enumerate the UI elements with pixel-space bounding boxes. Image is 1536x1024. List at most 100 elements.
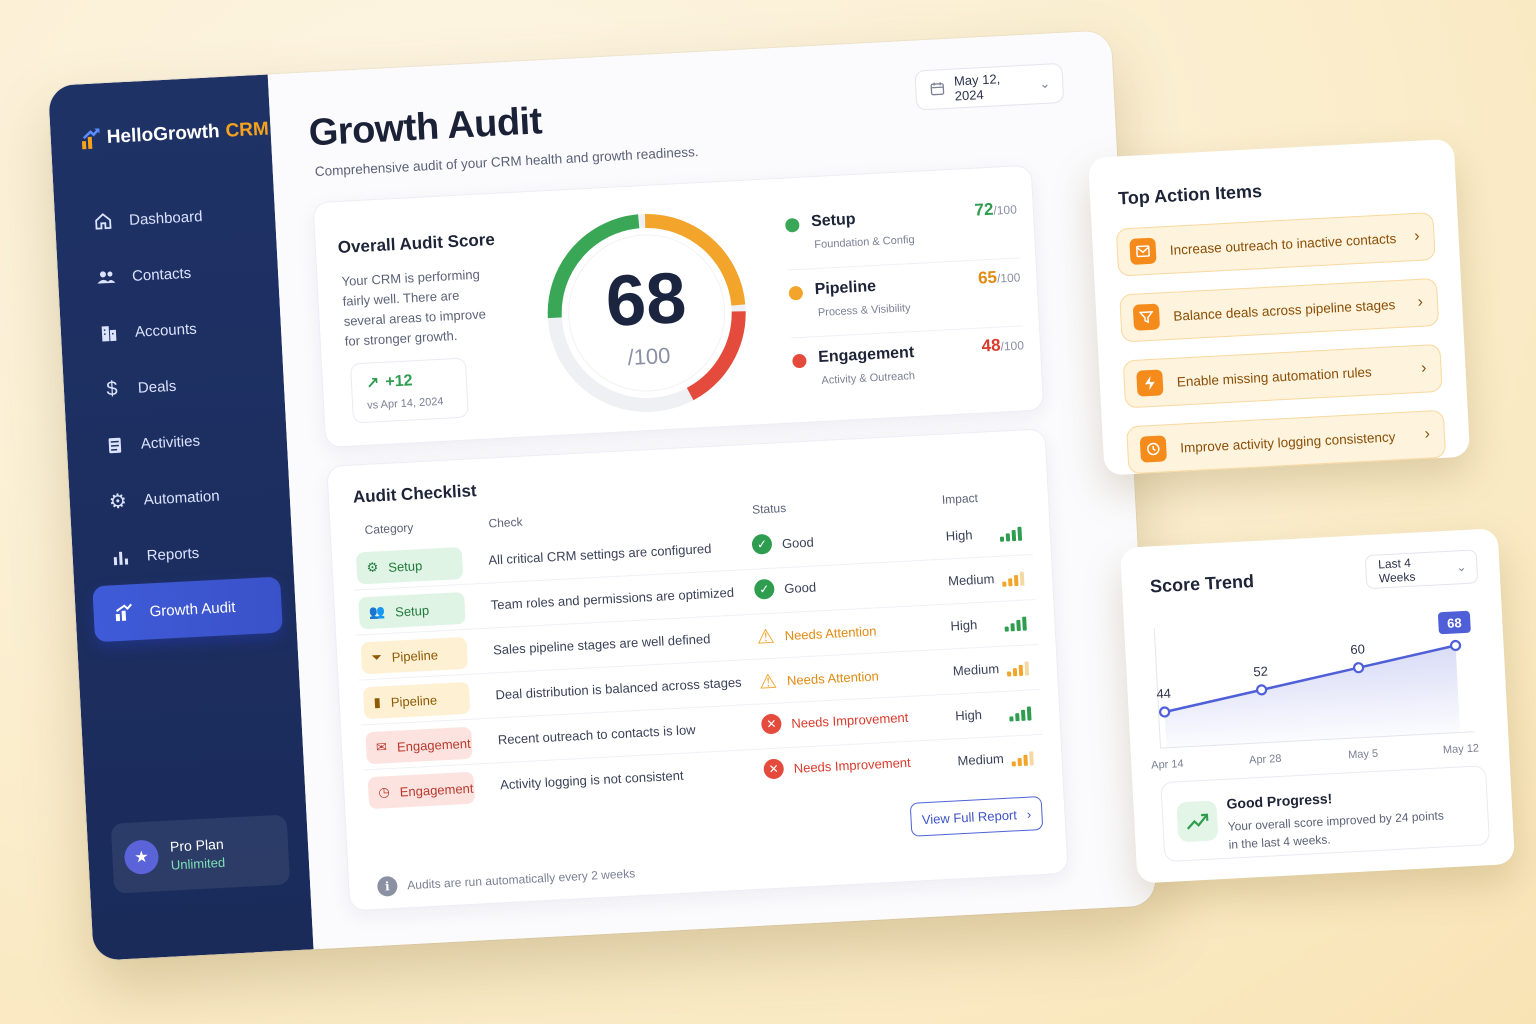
gauge-segment-setup bbox=[547, 214, 640, 319]
progress-note: Good Progress! Your overall score improv… bbox=[1160, 765, 1491, 863]
x-tick-label: Apr 14 bbox=[1151, 758, 1184, 772]
range-value: Last 4 Weeks bbox=[1377, 555, 1416, 586]
chevron-down-icon: ⌄ bbox=[1038, 75, 1051, 92]
category-pill: ⏷ Pipeline bbox=[360, 636, 469, 675]
page-title: Growth Audit bbox=[307, 100, 543, 155]
x-tick-label: May 5 bbox=[1348, 748, 1379, 762]
growth-logo-icon bbox=[81, 128, 100, 150]
building-icon bbox=[99, 323, 120, 344]
sidebar-item-deals[interactable]: $ Deals bbox=[81, 353, 272, 419]
impact-text: High bbox=[950, 617, 978, 634]
clock-icon bbox=[1139, 435, 1167, 463]
brand-name: HelloGrowth bbox=[106, 121, 221, 148]
sidebar-item-growth-audit[interactable]: Growth Audit bbox=[92, 576, 283, 643]
sidebar-item-automation[interactable]: ⚙ Automation bbox=[86, 465, 277, 531]
data-label: 44 bbox=[1156, 686, 1171, 702]
plan-card[interactable]: ★ Pro Plan Unlimited bbox=[110, 814, 291, 894]
status-cell: ✕ Needs Improvement bbox=[763, 752, 911, 780]
data-label: 52 bbox=[1253, 664, 1268, 680]
score-description: Your CRM is performing fairly well. Ther… bbox=[341, 266, 487, 349]
bar-chart-icon: ▮ bbox=[373, 694, 382, 710]
main-content: Growth Audit Comprehensive audit of your… bbox=[267, 30, 1157, 950]
mail-icon bbox=[1129, 237, 1157, 265]
mail-icon: ✉ bbox=[375, 739, 388, 755]
impact-bars bbox=[999, 526, 1023, 542]
check-circle-icon: ✓ bbox=[751, 533, 773, 555]
action-item[interactable]: Increase outreach to inactive contacts › bbox=[1115, 212, 1436, 277]
action-item[interactable]: Balance deals across pipeline stages › bbox=[1119, 277, 1440, 343]
sidebar: HelloGrowth CRM Dashboard Contacts Accoun… bbox=[48, 74, 314, 961]
score-delta: ↗ +12 vs Apr 14, 2024 bbox=[349, 357, 469, 424]
sidebar-item-label: Contacts bbox=[131, 264, 192, 285]
category-setup[interactable]: Setup Foundation & Config 72/100 bbox=[784, 190, 1020, 271]
action-label: Increase outreach to inactive contacts bbox=[1169, 230, 1397, 258]
sidebar-item-contacts[interactable]: Contacts bbox=[75, 241, 266, 307]
range-select[interactable]: Last 4 Weeks ⌄ bbox=[1364, 549, 1479, 590]
arrow-up-right-icon: ↗ bbox=[365, 375, 380, 393]
data-label: 68 bbox=[1447, 615, 1462, 631]
chevron-down-icon: ⌄ bbox=[1456, 559, 1467, 575]
category-scores: Setup Foundation & Config 72/100 Pipelin… bbox=[784, 190, 1026, 406]
action-label: Balance deals across pipeline stages bbox=[1172, 296, 1396, 324]
data-label-badge bbox=[1438, 610, 1471, 635]
impact-text: Medium bbox=[947, 571, 995, 589]
sidebar-item-accounts[interactable]: Accounts bbox=[78, 297, 269, 363]
status-cell: ✓ Good bbox=[753, 577, 817, 600]
filter-icon bbox=[1132, 303, 1161, 331]
sidebar-item-dashboard[interactable]: Dashboard bbox=[72, 185, 263, 251]
impact-bars bbox=[1002, 571, 1025, 587]
action-item[interactable]: Enable missing automation rules › bbox=[1122, 343, 1443, 409]
brand-suffix: CRM bbox=[225, 118, 270, 142]
list-icon bbox=[104, 434, 125, 455]
data-point bbox=[1449, 639, 1462, 652]
category-engagement[interactable]: Engagement Activity & Outreach 48/100 bbox=[791, 326, 1026, 406]
status-cell: ⚠ Needs Attention bbox=[758, 668, 880, 694]
chevron-right-icon: › bbox=[1424, 425, 1431, 443]
view-full-report-button[interactable]: View Full Report › bbox=[909, 795, 1044, 837]
sidebar-item-label: Dashboard bbox=[128, 207, 203, 229]
check-text: All critical CRM settings are configured bbox=[488, 540, 712, 568]
score-value: 68 bbox=[603, 257, 689, 343]
check-text: Activity logging is not consistent bbox=[499, 767, 684, 793]
impact-text: Medium bbox=[957, 750, 1005, 769]
checklist-rows: ⚙ Setup All critical CRM settings are con… bbox=[351, 510, 1044, 815]
gauge-inner bbox=[568, 234, 726, 392]
chevron-right-icon: › bbox=[1026, 806, 1032, 822]
status-cell: ⚠ Needs Attention bbox=[756, 623, 877, 649]
x-tick-label: Apr 28 bbox=[1249, 753, 1282, 767]
date-picker[interactable]: May 12, 2024 ⌄ bbox=[914, 62, 1065, 111]
score-card-title: Overall Audit Score bbox=[337, 229, 496, 258]
x-circle-icon: ✕ bbox=[763, 758, 785, 780]
score-trend-title: Score Trend bbox=[1149, 571, 1255, 597]
sidebar-item-activities[interactable]: Activities bbox=[83, 409, 274, 475]
action-item[interactable]: Improve activity logging consistency › bbox=[1126, 409, 1447, 475]
brand-logo[interactable]: HelloGrowth CRM bbox=[80, 119, 269, 151]
category-name: Pipeline bbox=[814, 277, 877, 299]
top-action-items-card: Top Action Items Increase outreach to in… bbox=[1088, 138, 1471, 476]
trending-up-icon bbox=[1176, 800, 1219, 843]
sidebar-item-label: Reports bbox=[146, 544, 200, 564]
impact-bars bbox=[1004, 616, 1027, 632]
category-pill: ▮ Pipeline bbox=[362, 681, 471, 720]
check-text: Recent outreach to contacts is low bbox=[497, 722, 696, 748]
footnote-text: Audits are run automatically every 2 wee… bbox=[406, 866, 636, 893]
check-text: Team roles and permissions are optimized bbox=[490, 584, 735, 613]
sidebar-item-reports[interactable]: Reports bbox=[89, 521, 280, 587]
users-icon: 👥 bbox=[368, 604, 386, 620]
status-cell: ✓ Good bbox=[751, 532, 814, 555]
trend-area bbox=[1164, 645, 1461, 748]
status-cell: ✕ Needs Improvement bbox=[760, 707, 909, 735]
action-items-title: Top Action Items bbox=[1117, 180, 1263, 209]
category-pipeline[interactable]: Pipeline Process & Visibility 65/100 bbox=[787, 258, 1023, 339]
gauge-segment-engagement bbox=[686, 311, 746, 401]
sidebar-nav: Dashboard Contacts Accounts $ Deals Acti… bbox=[72, 185, 283, 643]
category-sub: Foundation & Config bbox=[814, 233, 915, 252]
sidebar-item-label: Activities bbox=[140, 432, 201, 453]
warning-icon: ⚠ bbox=[758, 670, 778, 694]
status-dot bbox=[784, 217, 800, 233]
delta-comparison: vs Apr 14, 2024 bbox=[366, 395, 444, 412]
delta-value: +12 bbox=[384, 372, 413, 391]
date-value: May 12, 2024 bbox=[953, 71, 1001, 104]
app-window: HelloGrowth CRM Dashboard Contacts Accoun… bbox=[48, 30, 1157, 961]
star-icon: ★ bbox=[123, 839, 160, 876]
